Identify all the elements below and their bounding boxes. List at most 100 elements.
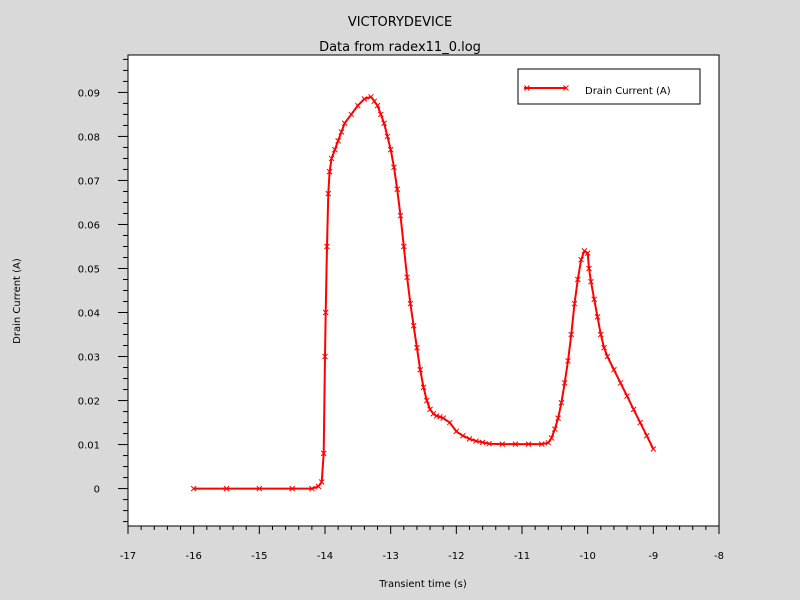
data-point (558, 399, 565, 406)
data-point (420, 384, 427, 391)
x-tick-label: -9 (648, 551, 658, 562)
data-point (256, 485, 263, 492)
x-axis-label: Transient time (s) (378, 579, 467, 590)
data-point (617, 380, 624, 386)
data-point (594, 314, 601, 320)
data-point (309, 485, 315, 492)
data-point (453, 428, 460, 435)
y-axis-label: Drain Current (A) (12, 258, 23, 344)
data-point (407, 300, 414, 307)
data-point (604, 353, 611, 360)
data-point (400, 243, 407, 250)
data-point (381, 120, 387, 127)
y-tick-label: 0.09 (78, 88, 100, 99)
data-point (499, 441, 506, 447)
legend-label: Drain Current (A) (585, 86, 671, 97)
data-point (611, 366, 617, 373)
data-point (571, 300, 578, 307)
data-point (565, 358, 571, 364)
minor-ticks (123, 58, 707, 530)
data-point (460, 432, 466, 439)
legend: Drain Current (A) (517, 68, 701, 105)
y-tick-label: 0.06 (78, 220, 100, 231)
data-point (555, 415, 561, 422)
data-point (404, 274, 410, 281)
data-point (588, 278, 594, 285)
data-point (325, 190, 332, 197)
data-point (437, 413, 443, 420)
data-point (361, 96, 368, 102)
x-tick-label: -13 (382, 551, 398, 562)
legend-marker (524, 85, 530, 91)
data-point (430, 410, 437, 417)
data-point (597, 331, 604, 338)
data-point (324, 243, 330, 250)
data-point (440, 415, 447, 422)
data-point (322, 353, 328, 360)
data-point (538, 441, 545, 447)
chart-subtitle: Data from radex11_0.log (319, 40, 481, 55)
data-point (446, 419, 453, 426)
y-tick-label: 0.03 (78, 353, 100, 364)
data-point (650, 446, 657, 452)
plot-area (127, 54, 720, 527)
x-tick-label: -17 (120, 551, 136, 562)
data-point (414, 344, 420, 351)
x-axis: -17 -16 -15 -14 -13 -12 -11 -10 -9 -8 (120, 526, 724, 562)
y-tick-label: 0 (94, 485, 100, 496)
y-tick-label: 0.07 (78, 176, 100, 187)
data-point (586, 265, 592, 272)
data-point (423, 397, 430, 404)
data-point (289, 485, 296, 492)
data-point (473, 438, 479, 444)
data-point (397, 212, 404, 219)
data-point (630, 406, 637, 413)
data-point (466, 435, 473, 442)
data-point (391, 164, 397, 171)
legend-swatch-markers (524, 85, 569, 91)
data-point (326, 168, 333, 175)
legend-marker (563, 85, 569, 91)
data-point (548, 435, 555, 441)
y-tick-label: 0.08 (78, 132, 100, 143)
data-point (433, 413, 440, 419)
data-point (341, 120, 348, 127)
data-point (315, 483, 322, 490)
y-tick-label: 0.02 (78, 397, 100, 408)
data-point (394, 186, 401, 193)
data-point (387, 146, 394, 153)
data-point (223, 485, 230, 492)
x-tick-label: -14 (317, 551, 333, 562)
data-point (637, 419, 644, 426)
series-layer (190, 93, 657, 492)
data-point (374, 102, 381, 109)
data-point (331, 146, 338, 153)
y-tick-label: 0.05 (78, 264, 100, 275)
x-tick-label: -8 (714, 551, 724, 562)
data-point (591, 296, 598, 303)
data-point (545, 439, 552, 446)
data-point (320, 450, 327, 457)
data-point (512, 441, 519, 447)
data-point (561, 380, 568, 386)
data-point (338, 129, 345, 135)
y-tick-label: 0.04 (78, 309, 100, 320)
data-point (568, 331, 575, 338)
data-point (574, 276, 581, 283)
data-point (354, 102, 361, 109)
data-point (190, 485, 197, 492)
data-point (643, 432, 650, 439)
legend-box (517, 68, 701, 105)
data-point (368, 93, 374, 100)
data-point (384, 133, 391, 140)
x-tick-label: -12 (448, 551, 464, 562)
data-point (328, 155, 335, 162)
data-point (601, 344, 607, 351)
data-point (417, 366, 424, 373)
y-axis: 0 0.01 0.02 0.03 0.04 0.05 0.06 0.07 0.08 0.09 (78, 88, 128, 496)
data-point (551, 426, 558, 433)
data-point (525, 441, 532, 447)
data-point (410, 322, 417, 329)
data-point (479, 439, 486, 446)
